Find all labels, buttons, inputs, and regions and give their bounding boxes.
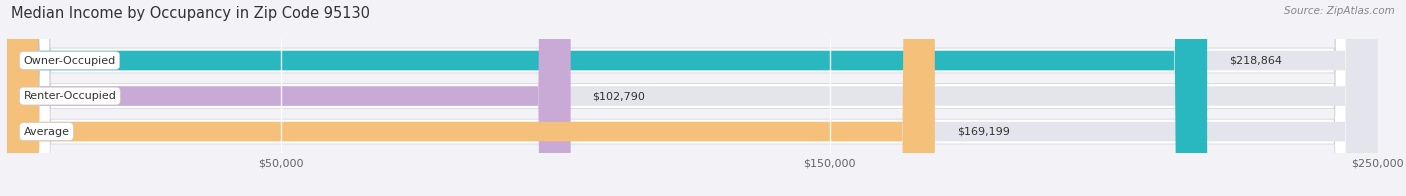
FancyBboxPatch shape [7, 0, 1378, 196]
FancyBboxPatch shape [7, 0, 1208, 196]
Text: Renter-Occupied: Renter-Occupied [24, 91, 117, 101]
FancyBboxPatch shape [7, 0, 1378, 196]
FancyBboxPatch shape [7, 0, 1378, 196]
FancyBboxPatch shape [7, 0, 935, 196]
Text: $102,790: $102,790 [592, 91, 645, 101]
FancyBboxPatch shape [7, 0, 1378, 196]
Text: $169,199: $169,199 [956, 127, 1010, 137]
Text: Average: Average [24, 127, 69, 137]
FancyBboxPatch shape [7, 0, 571, 196]
Text: Source: ZipAtlas.com: Source: ZipAtlas.com [1284, 6, 1395, 16]
FancyBboxPatch shape [7, 0, 1378, 196]
FancyBboxPatch shape [7, 0, 1378, 196]
Text: Owner-Occupied: Owner-Occupied [24, 55, 115, 65]
Text: Median Income by Occupancy in Zip Code 95130: Median Income by Occupancy in Zip Code 9… [11, 6, 370, 21]
Text: $218,864: $218,864 [1229, 55, 1282, 65]
